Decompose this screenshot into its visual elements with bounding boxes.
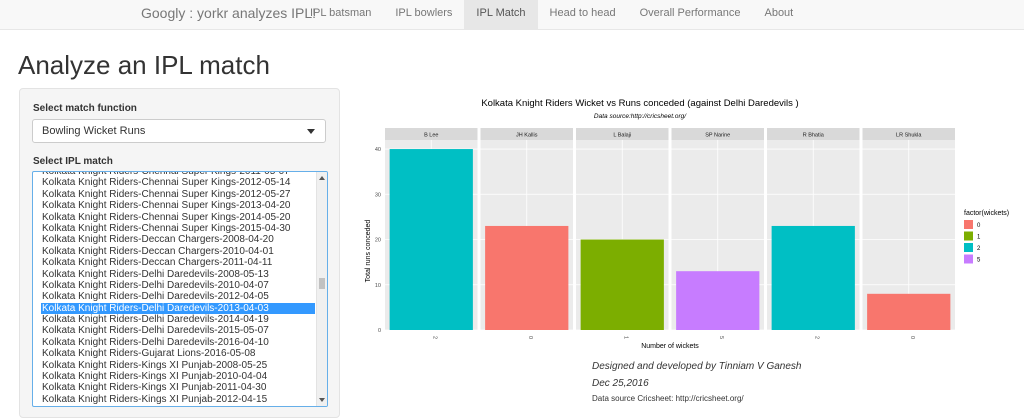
match-option[interactable]: Kolkata Knight Riders-Chennai Super King… xyxy=(42,171,290,177)
match-option[interactable]: Kolkata Knight Riders-Kings XI Punjab-20… xyxy=(42,382,267,394)
x-tick-label: 2 xyxy=(813,336,819,339)
match-option[interactable]: Kolkata Knight Riders-Chennai Super King… xyxy=(42,211,291,223)
chevron-down-icon xyxy=(307,129,315,134)
x-tick-label: 5 xyxy=(718,336,724,339)
facet-strip xyxy=(862,128,955,140)
match-option[interactable]: Kolkata Knight Riders-Chennai Super King… xyxy=(42,188,291,200)
tab-about[interactable]: About xyxy=(764,7,794,19)
x-tick-label: 0 xyxy=(527,336,533,339)
designed-by-text: Designed and developed by Tinniam V Gane… xyxy=(592,361,802,372)
tab-overall-performance[interactable]: Overall Performance xyxy=(639,7,741,19)
match-option[interactable]: Kolkata Knight Riders-Deccan Chargers-20… xyxy=(42,245,274,257)
y-axis-label: Total runs conceded xyxy=(365,220,372,283)
bar xyxy=(389,149,473,330)
match-option[interactable]: Kolkata Knight Riders-Delhi Daredevils-2… xyxy=(42,279,269,291)
facet-strip xyxy=(576,128,669,140)
y-tick-label: 0 xyxy=(378,328,381,334)
y-tick-label: 30 xyxy=(375,192,381,198)
tab-ipl-bowlers[interactable]: IPL bowlers xyxy=(395,7,453,19)
match-option[interactable]: Kolkata Knight Riders-Delhi Daredevils-2… xyxy=(42,325,269,337)
facet-strip-label: B Lee xyxy=(424,133,438,139)
bowling-wicket-runs-chart: Kolkata Knight Riders Wicket vs Runs con… xyxy=(356,93,1024,355)
y-tick-label: 10 xyxy=(375,283,381,289)
match-list: Kolkata Knight Riders-Chennai Super King… xyxy=(41,171,315,405)
match-function-select[interactable]: Bowling Wicket Runs xyxy=(32,119,326,143)
legend-label: 0 xyxy=(977,223,981,229)
chart-svg: Kolkata Knight Riders Wicket vs Runs con… xyxy=(365,98,1009,350)
x-tick-label: 0 xyxy=(909,336,915,339)
scroll-up-icon[interactable] xyxy=(319,176,325,180)
match-option[interactable]: Kolkata Knight Riders-Kings XI Punjab-20… xyxy=(42,371,268,383)
bar xyxy=(771,225,855,330)
legend-label: 2 xyxy=(977,246,981,252)
facet-strip-label: LR Shukla xyxy=(896,133,922,139)
tab-head-to-head[interactable]: Head to head xyxy=(549,7,616,19)
data-source-text: Data source Cricsheet: http://cricsheet.… xyxy=(592,394,744,403)
x-axis-label: Number of wickets xyxy=(641,343,699,350)
match-option[interactable]: Kolkata Knight Riders-Delhi Daredevils-2… xyxy=(42,336,269,348)
facet-strip xyxy=(385,128,478,140)
bar xyxy=(485,225,569,330)
legend-key xyxy=(964,220,973,229)
legend-key xyxy=(964,243,973,252)
tab-ipl-match[interactable]: IPL Match xyxy=(464,0,538,30)
chart-subtitle: Data source:http://cricsheet.org/ xyxy=(594,113,687,120)
match-option[interactable]: Kolkata Knight Riders-Chennai Super King… xyxy=(42,177,291,189)
legend-label: 1 xyxy=(977,235,981,241)
sidebar-panel: Select match function Bowling Wicket Run… xyxy=(19,88,340,418)
match-select-label: Select IPL match xyxy=(33,156,113,167)
y-tick-label: 40 xyxy=(375,147,381,153)
match-option[interactable]: Kolkata Knight Riders-Chennai Super King… xyxy=(42,200,291,212)
match-function-value: Bowling Wicket Runs xyxy=(42,125,146,137)
match-option[interactable]: Kolkata Knight Riders-Kings XI Punjab-20… xyxy=(42,359,268,371)
facet-strip-label: L Balaji xyxy=(613,133,631,139)
chart-legend: 0 1 2 5 xyxy=(964,220,981,264)
facet-strip-label: R Bhatia xyxy=(803,133,825,139)
facet-strip-label: JH Kallis xyxy=(516,133,538,139)
legend-title: factor(wickets) xyxy=(964,210,1009,217)
match-option[interactable]: Kolkata Knight Riders-Delhi Daredevils-2… xyxy=(42,291,269,303)
page-title: Analyze an IPL match xyxy=(18,50,270,80)
match-option[interactable]: Kolkata Knight Riders-Kings XI Punjab-20… xyxy=(42,393,268,405)
scrollbar-thumb[interactable] xyxy=(319,278,325,289)
match-option[interactable]: Kolkata Knight Riders-Deccan Chargers-20… xyxy=(42,234,274,246)
chart-panels: B Lee 2 JH Kallis 0 L Balaji 1 SP Narine 5 R Bha… xyxy=(375,128,955,339)
match-listbox[interactable]: Kolkata Knight Riders-Chennai Super King… xyxy=(32,171,328,407)
match-option[interactable]: Kolkata Knight Riders-Delhi Daredevils-2… xyxy=(41,302,315,315)
x-tick-label: 2 xyxy=(431,336,437,339)
match-option[interactable]: Kolkata Knight Riders-Chennai Super King… xyxy=(42,222,291,234)
facet-strip xyxy=(480,128,573,140)
legend-key xyxy=(964,231,973,241)
tab-ipl-batsman[interactable]: IPL batsman xyxy=(310,7,372,19)
match-option[interactable]: Kolkata Knight Riders-Delhi Daredevils-2… xyxy=(42,268,269,280)
facet-strip xyxy=(767,128,860,140)
y-tick-label: 20 xyxy=(375,238,381,244)
match-function-label: Select match function xyxy=(33,103,137,114)
navbar: Googly : yorkr analyzes IPL! IPL batsman… xyxy=(0,0,1024,30)
facet-strip xyxy=(671,128,764,140)
match-option[interactable]: Kolkata Knight Riders-Deccan Chargers-20… xyxy=(42,257,273,269)
listbox-scrollbar[interactable] xyxy=(316,172,327,406)
chart-title: Kolkata Knight Riders Wicket vs Runs con… xyxy=(481,98,798,109)
bar xyxy=(580,239,664,330)
x-tick-label: 1 xyxy=(622,336,628,339)
match-option[interactable]: Kolkata Knight Riders-Gujarat Lions-2016… xyxy=(42,348,256,360)
date-text: Dec 25,2016 xyxy=(592,378,649,389)
match-option[interactable]: Kolkata Knight Riders-Delhi Daredevils-2… xyxy=(42,314,269,326)
legend-key xyxy=(964,254,973,264)
navbar-brand[interactable]: Googly : yorkr analyzes IPL! xyxy=(141,5,317,21)
bar xyxy=(676,271,760,330)
navbar-tabs: IPL batsman IPL bowlers IPL Match Head t… xyxy=(298,0,805,30)
legend-label: 5 xyxy=(977,258,981,264)
facet-strip-label: SP Narine xyxy=(705,133,730,139)
scroll-down-icon[interactable] xyxy=(319,398,325,402)
bar xyxy=(867,293,951,330)
